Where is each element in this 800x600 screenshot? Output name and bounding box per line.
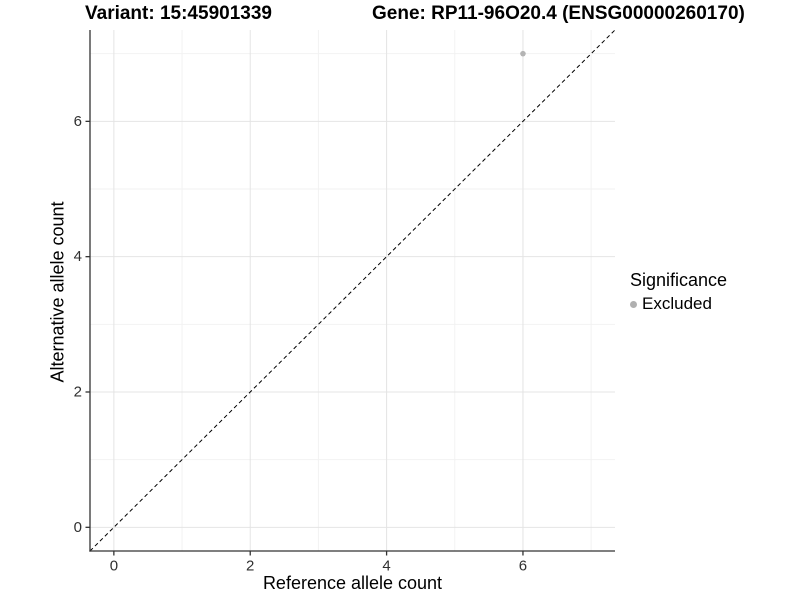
x-tick-label: 4 bbox=[382, 557, 390, 574]
legend-title: Significance bbox=[630, 270, 728, 290]
y-tick-label: 4 bbox=[74, 248, 82, 265]
legend-item-excluded: Excluded bbox=[630, 294, 727, 314]
plot-title-gene: Gene: RP11-96O20.4 (ENSG00000260170) bbox=[372, 3, 745, 24]
data-point bbox=[520, 50, 526, 57]
x-axis-title: Reference allele count bbox=[262, 573, 443, 593]
x-tick-label: 6 bbox=[519, 557, 527, 574]
legend-item-label: Excluded bbox=[642, 294, 712, 313]
y-tick-label: 6 bbox=[74, 113, 82, 130]
y-tick-label: 2 bbox=[74, 383, 82, 400]
y-axis-title: Alternative allele count bbox=[47, 201, 68, 383]
x-tick-label: 0 bbox=[110, 557, 118, 574]
x-tick-label: 2 bbox=[246, 557, 254, 574]
y-tick-label: 0 bbox=[74, 519, 82, 536]
identity-line bbox=[89, 29, 616, 552]
excluded-marker-icon bbox=[630, 300, 637, 308]
plot-title-variant: Variant: 15:45901339 bbox=[85, 3, 272, 24]
legend: Significance Excluded bbox=[630, 270, 727, 314]
